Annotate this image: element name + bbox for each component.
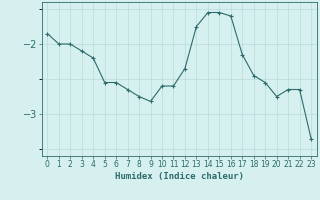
X-axis label: Humidex (Indice chaleur): Humidex (Indice chaleur) [115,172,244,181]
